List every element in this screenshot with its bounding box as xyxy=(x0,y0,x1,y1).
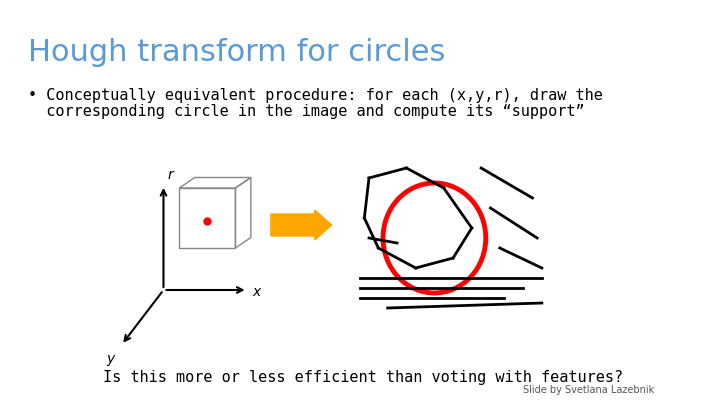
FancyArrow shape xyxy=(271,210,332,240)
Text: y: y xyxy=(107,352,115,366)
Text: Hough transform for circles: Hough transform for circles xyxy=(28,38,446,67)
Text: Slide by Svetlana Lazebnik: Slide by Svetlana Lazebnik xyxy=(523,385,654,395)
Text: • Conceptually equivalent procedure: for each (x,y,r), draw the: • Conceptually equivalent procedure: for… xyxy=(28,88,603,103)
Text: r: r xyxy=(167,168,173,182)
Text: corresponding circle in the image and compute its “support”: corresponding circle in the image and co… xyxy=(28,104,585,119)
Text: x: x xyxy=(252,285,261,299)
Bar xyxy=(360,148,542,323)
Text: Is this more or less efficient than voting with features?: Is this more or less efficient than voti… xyxy=(103,370,623,385)
